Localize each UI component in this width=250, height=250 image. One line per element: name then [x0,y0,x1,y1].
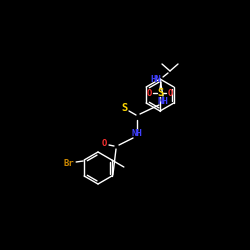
Text: HN: HN [150,74,162,84]
Text: S: S [157,88,163,98]
Text: O: O [167,88,173,98]
Text: O: O [146,88,152,98]
Text: NH: NH [132,130,142,138]
Text: NH: NH [158,96,168,106]
Text: Br: Br [64,160,74,168]
Text: O: O [101,138,107,147]
Text: S: S [121,103,127,113]
